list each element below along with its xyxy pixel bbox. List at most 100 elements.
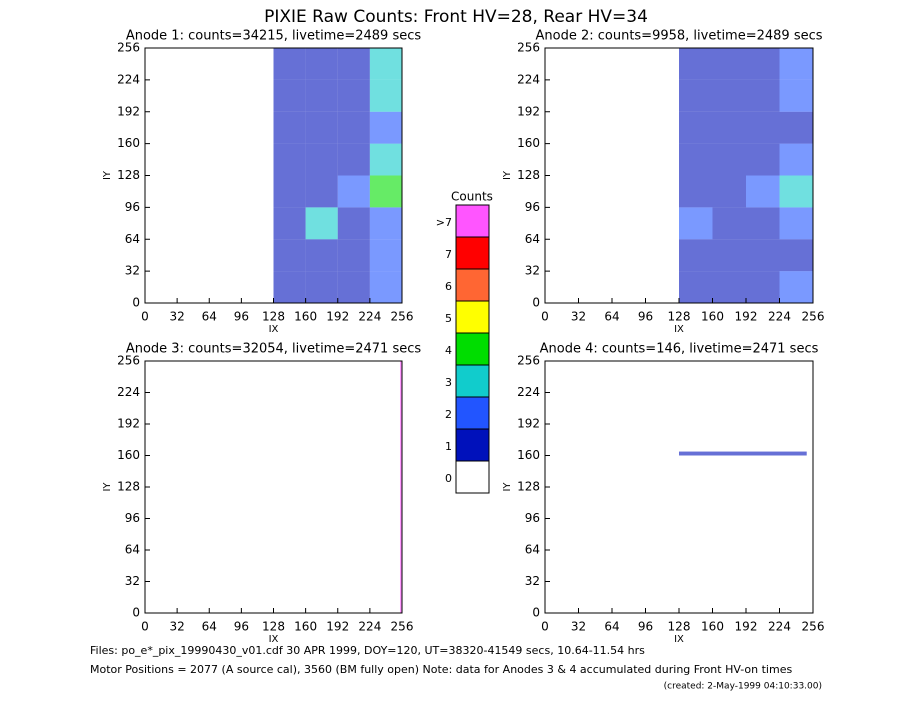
- y-tick-label: 224: [517, 385, 540, 399]
- y-tick-label: 160: [517, 136, 540, 150]
- colorbar-box: [455, 396, 490, 430]
- x-tick-label: 128: [668, 310, 691, 324]
- heat-cell: [779, 79, 813, 112]
- heat-cell: [779, 111, 813, 144]
- heat-cell: [779, 239, 813, 272]
- panel-title: Anode 4: counts=146, livetime=2471 secs: [540, 342, 819, 357]
- x-tick-label: 128: [668, 620, 691, 634]
- heat-cell: [305, 207, 338, 240]
- x-axis-label: IX: [269, 634, 279, 645]
- x-tick-label: 256: [802, 620, 825, 634]
- x-axis-label: IX: [269, 324, 279, 335]
- heat-cell: [779, 175, 813, 208]
- heat-cell: [337, 175, 370, 208]
- x-tick-label: 96: [234, 620, 249, 634]
- colorbar-box: [455, 428, 490, 462]
- heat-cell: [779, 143, 813, 176]
- heat-cell: [779, 207, 813, 240]
- plot-frame: [144, 360, 403, 614]
- x-tick-label: 160: [294, 310, 317, 324]
- x-tick-label: 0: [541, 310, 549, 324]
- heat-cell: [369, 175, 402, 208]
- panel-title: Anode 1: counts=34215, livetime=2489 sec…: [126, 29, 422, 44]
- x-tick-label: 64: [202, 310, 217, 324]
- heat-cell: [679, 79, 713, 112]
- heat-cell: [746, 239, 780, 272]
- x-tick-label: 0: [541, 620, 549, 634]
- x-tick-label: 128: [262, 310, 285, 324]
- heat-cell: [712, 239, 746, 272]
- colorbar-box: [455, 236, 490, 270]
- heat-cell: [273, 79, 306, 112]
- heat-cell: [712, 175, 746, 208]
- heat-cell: [273, 239, 306, 272]
- y-tick-label: 256: [117, 41, 140, 55]
- y-tick-label: 128: [117, 168, 140, 182]
- x-tick-label: 224: [768, 620, 791, 634]
- plot-frame: [544, 360, 814, 614]
- heat-cell: [369, 79, 402, 112]
- x-tick-label: 128: [262, 620, 285, 634]
- y-tick-label: 192: [117, 104, 140, 118]
- x-tick-label: 32: [571, 310, 586, 324]
- x-tick-label: 160: [701, 620, 724, 634]
- heat-cell: [273, 175, 306, 208]
- y-tick-label: 224: [117, 385, 140, 399]
- x-tick-label: 224: [358, 310, 381, 324]
- heat-cell: [337, 79, 370, 112]
- y-tick-label: 32: [125, 574, 140, 588]
- heat-cell: [273, 48, 306, 80]
- y-tick-label: 32: [125, 264, 140, 278]
- heat-cell: [679, 143, 713, 176]
- heat-cell: [305, 48, 338, 80]
- colorbar-label: 2: [445, 408, 452, 421]
- y-tick-label: 64: [525, 543, 540, 557]
- colorbar-label: 7: [445, 248, 452, 261]
- y-tick-label: 256: [117, 354, 140, 368]
- heat-cell: [746, 271, 780, 303]
- colorbar-label: 6: [445, 280, 452, 293]
- heat-cell: [337, 143, 370, 176]
- y-tick-label: 128: [517, 480, 540, 494]
- x-tick-label: 192: [735, 310, 758, 324]
- x-tick-label: 0: [141, 310, 149, 324]
- y-tick-label: 0: [132, 606, 140, 620]
- heat-cell: [679, 451, 807, 456]
- heat-cell: [746, 143, 780, 176]
- heat-cell: [712, 271, 746, 303]
- x-tick-label: 64: [202, 620, 217, 634]
- heat-cell: [746, 48, 780, 80]
- colorbar-box: [455, 204, 490, 238]
- x-tick-label: 192: [735, 620, 758, 634]
- heat-cell: [273, 143, 306, 176]
- heat-cell: [369, 111, 402, 144]
- panel-title: Anode 2: counts=9958, livetime=2489 secs: [535, 29, 822, 44]
- panel-title: Anode 3: counts=32054, livetime=2471 sec…: [126, 342, 422, 357]
- heat-cell: [746, 111, 780, 144]
- colorbar-title: Counts: [451, 190, 493, 204]
- heat-cell: [679, 175, 713, 208]
- colorbar-box: [455, 364, 490, 398]
- y-tick-label: 64: [125, 232, 140, 246]
- y-tick-label: 192: [117, 417, 140, 431]
- heat-cell: [369, 48, 402, 80]
- heat-cell: [746, 175, 780, 208]
- heat-cell: [746, 79, 780, 112]
- heat-cell: [679, 207, 713, 240]
- heat-cell: [679, 111, 713, 144]
- heat-cell: [779, 48, 813, 80]
- figure-title: PIXIE Raw Counts: Front HV=28, Rear HV=3…: [264, 7, 648, 27]
- y-axis-label: IY: [502, 482, 513, 492]
- x-tick-label: 224: [768, 310, 791, 324]
- colorbar-label: 4: [445, 344, 452, 357]
- heat-cell: [712, 79, 746, 112]
- y-tick-label: 96: [125, 511, 140, 525]
- colorbar-box: [455, 460, 490, 494]
- heat-cell: [712, 207, 746, 240]
- heat-cell: [712, 143, 746, 176]
- y-tick-label: 128: [517, 168, 540, 182]
- heat-cell: [305, 79, 338, 112]
- y-tick-label: 0: [532, 606, 540, 620]
- colorbar-box: [455, 300, 490, 334]
